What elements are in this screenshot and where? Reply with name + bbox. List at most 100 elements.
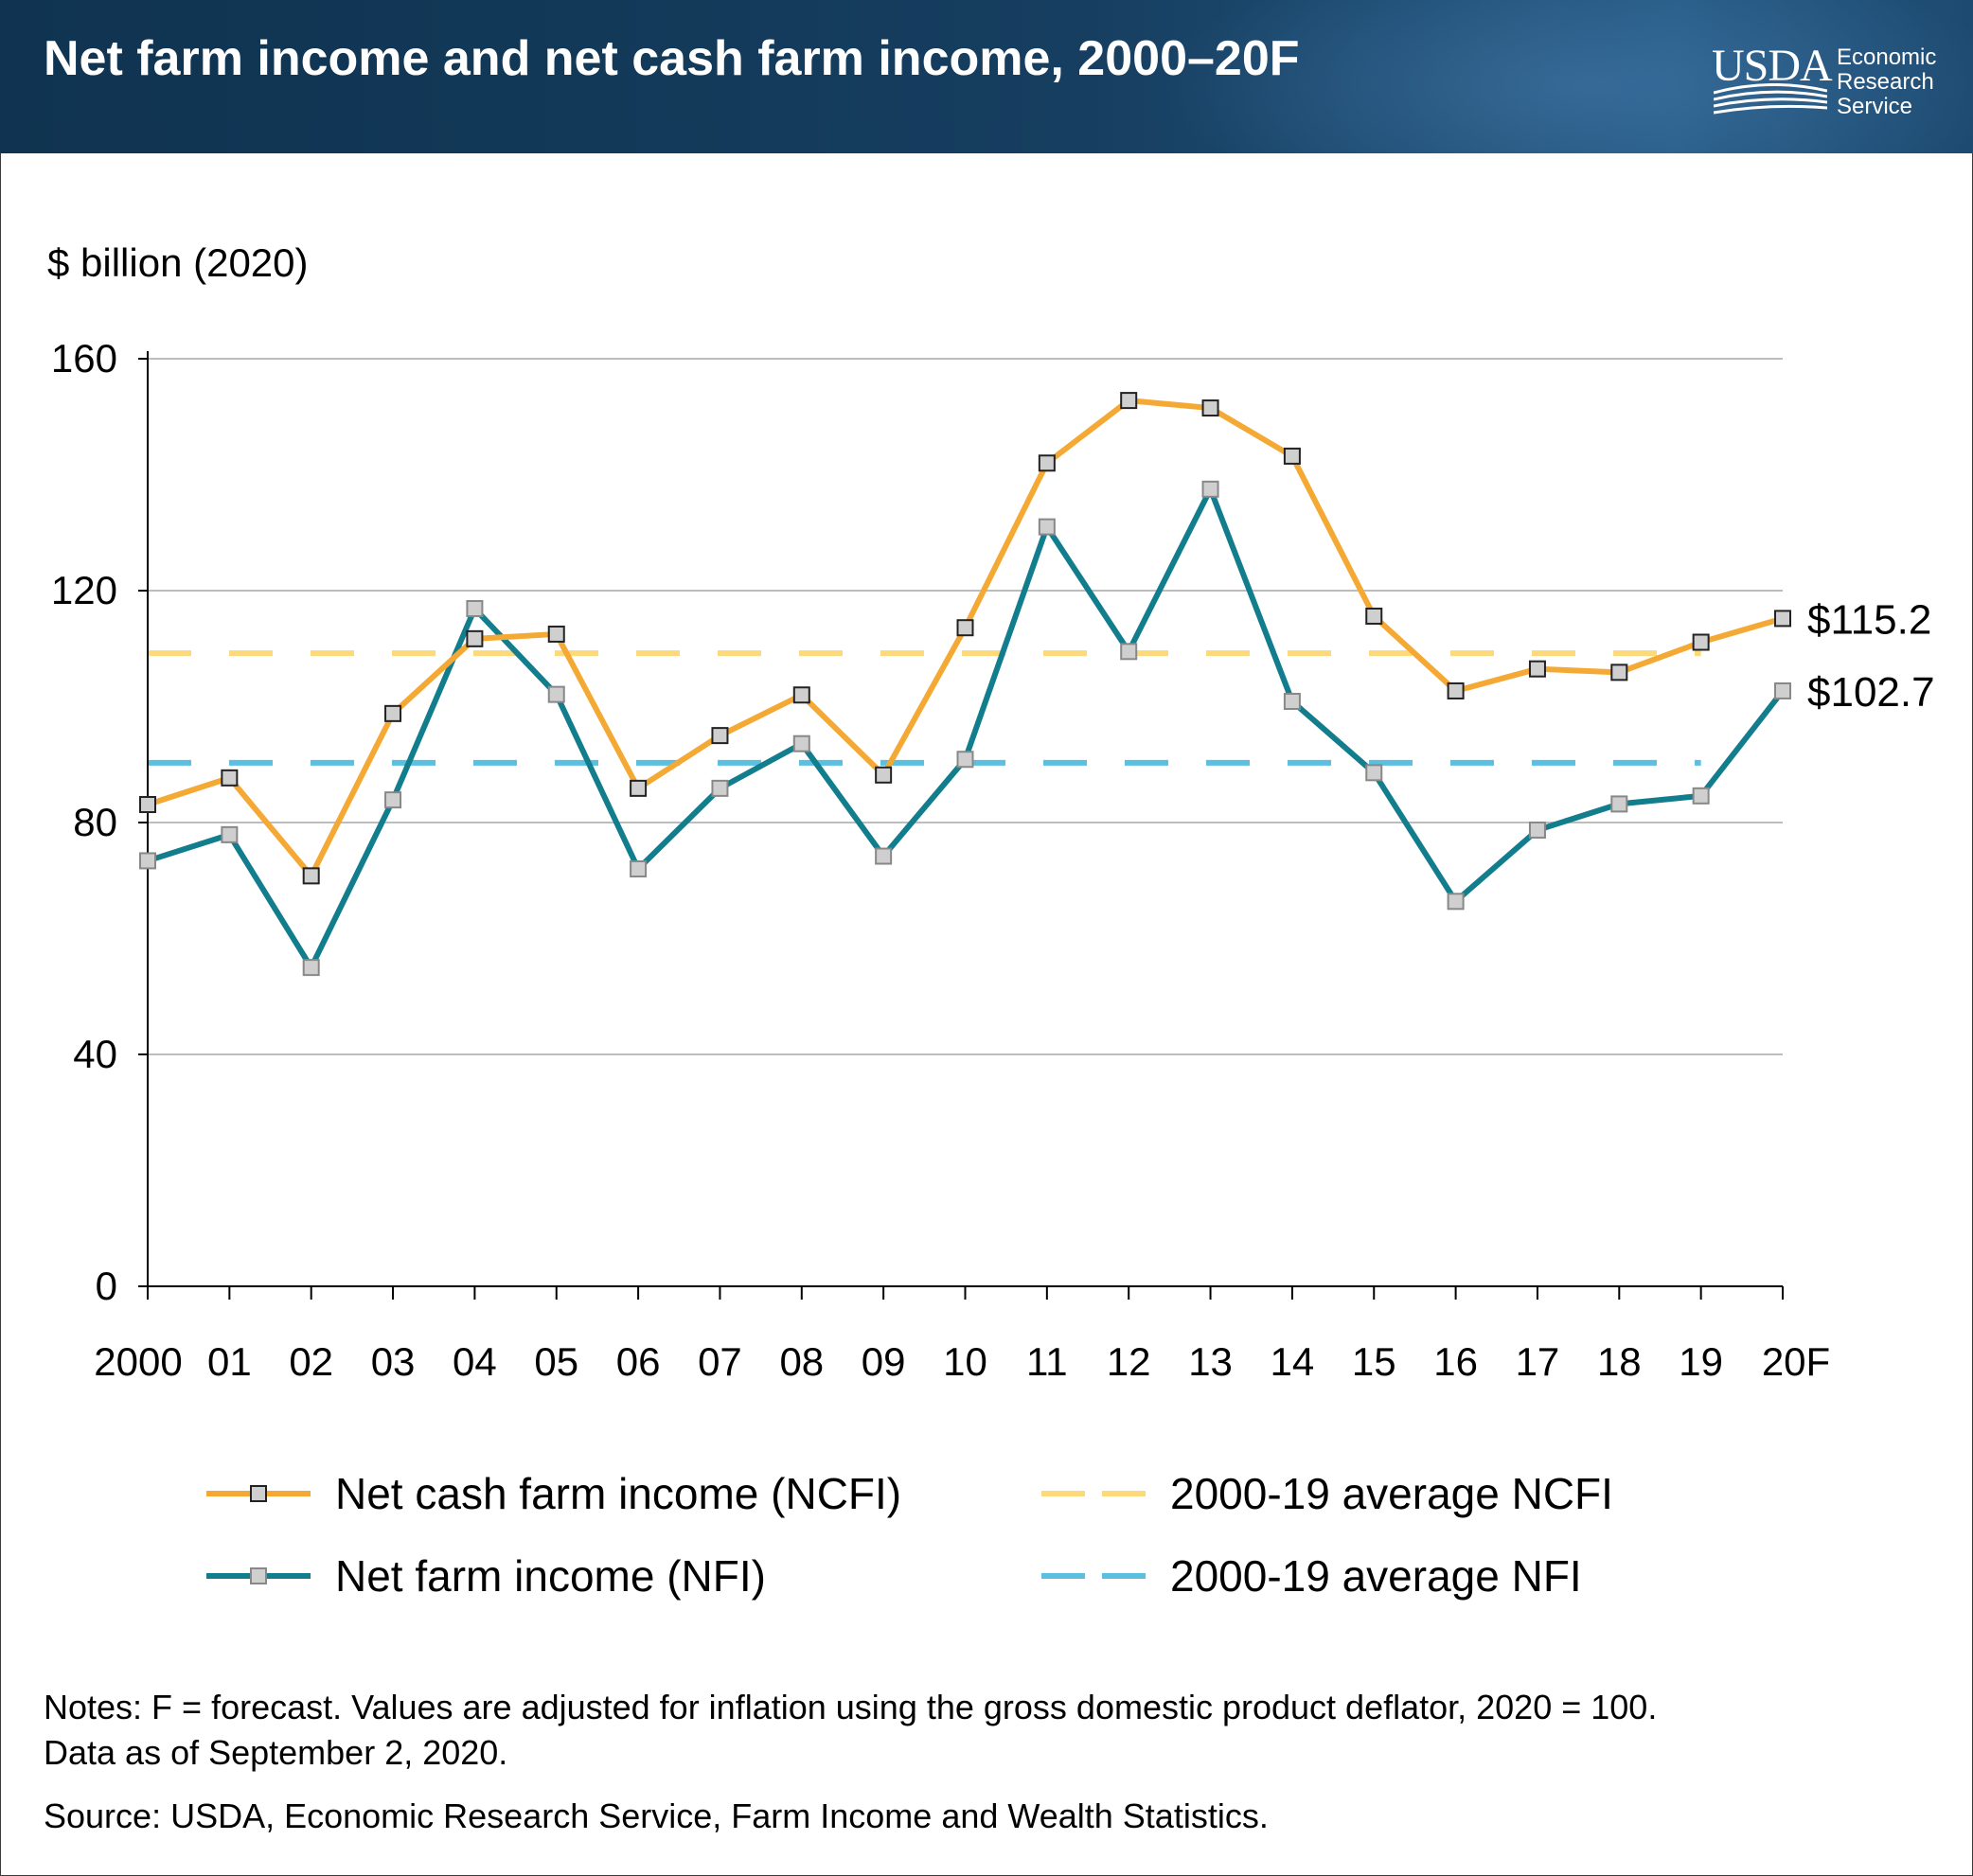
chart-source: Source: USDA, Economic Research Service,…	[44, 1796, 1269, 1835]
data-point-marker	[384, 704, 402, 722]
x-tick-label: 14	[1271, 1339, 1315, 1384]
data-point-marker	[1365, 764, 1383, 782]
data-point-marker	[1283, 447, 1301, 465]
data-point-marker	[711, 779, 729, 797]
banner-swoosh	[1159, 0, 1973, 153]
end-labels: $102.7 $115.2	[1807, 596, 1935, 716]
data-point-marker	[630, 860, 648, 877]
y-tick-label: 40	[73, 1032, 117, 1076]
legend-marker	[250, 1567, 267, 1584]
x-tick-label: 07	[698, 1339, 742, 1384]
data-point-marker	[384, 791, 402, 809]
data-point-marker	[1120, 392, 1138, 410]
legend-label: Net farm income (NFI)	[335, 1551, 766, 1601]
y-tick-label: 80	[73, 800, 117, 844]
legend-label: 2000-19 average NCFI	[1170, 1469, 1613, 1518]
series-lines	[147, 398, 1786, 971]
y-tick-label: 0	[96, 1264, 117, 1308]
data-point-marker	[875, 766, 893, 784]
y-axis-label: $ billion (2020)	[47, 240, 309, 285]
data-point-marker	[875, 847, 893, 865]
series-line	[147, 486, 1786, 971]
data-point-marker	[547, 685, 565, 703]
data-point-marker	[1447, 681, 1465, 699]
legend-marker	[250, 1485, 267, 1502]
data-point-marker	[302, 959, 320, 977]
usda-logo-mark: USDA	[1712, 41, 1833, 91]
x-tick-label: 18	[1597, 1339, 1642, 1384]
data-point-marker	[1201, 480, 1219, 498]
logo-text-line: Research	[1837, 69, 1934, 95]
data-point-marker	[792, 734, 810, 752]
data-point-marker	[1120, 643, 1138, 661]
data-point-marker	[466, 599, 484, 617]
x-tick-label: 04	[453, 1339, 497, 1384]
legend-label: 2000-19 average NFI	[1170, 1551, 1582, 1601]
x-tick-label: 08	[779, 1339, 824, 1384]
gridlines	[148, 358, 1783, 1055]
notes-line-2: Data as of September 2, 2020.	[44, 1733, 508, 1772]
data-point-marker	[711, 727, 729, 745]
data-point-marker	[1201, 399, 1219, 417]
data-point-marker	[1774, 610, 1791, 628]
y-tick-label: 160	[51, 336, 117, 381]
x-tick-label: 11	[1026, 1339, 1068, 1384]
data-point-marker	[139, 796, 156, 814]
series-markers	[139, 392, 1791, 977]
end-value-label: $115.2	[1807, 596, 1931, 643]
data-point-marker	[1774, 681, 1791, 699]
data-point-marker	[792, 686, 810, 704]
chart-title: Net farm income and net cash farm income…	[44, 31, 1300, 86]
data-point-marker	[956, 751, 974, 769]
data-point-marker	[139, 852, 156, 870]
chart-notes: Notes: F = forecast. Values are adjusted…	[44, 1685, 1657, 1776]
end-value-label: $102.7	[1807, 669, 1935, 716]
data-point-marker	[1610, 795, 1628, 813]
data-point-marker	[221, 769, 239, 787]
data-point-marker	[1692, 633, 1710, 651]
data-point-marker	[466, 629, 484, 647]
line-chart: $ billion (2020) 0 40 80 120 160 2000 01 02 03 04…	[47, 240, 1935, 1601]
x-tick-label: 02	[289, 1339, 333, 1384]
legend-label: Net cash farm income (NCFI)	[335, 1469, 901, 1518]
data-point-marker	[221, 825, 239, 843]
data-point-marker	[302, 867, 320, 885]
x-tick-label: 19	[1679, 1339, 1723, 1384]
x-tick-label: 13	[1188, 1339, 1233, 1384]
x-tick-label: 12	[1107, 1339, 1151, 1384]
data-point-marker	[547, 625, 565, 643]
x-tick-label: 20F	[1762, 1339, 1830, 1384]
data-point-marker	[956, 619, 974, 637]
usda-logo: USDA	[1704, 40, 1950, 125]
axes: 0 40 80 120 160 2000 01 02 03 04 05 06 07 08 09 10 11 12 1…	[51, 336, 1830, 1384]
data-point-marker	[1528, 660, 1546, 678]
x-tick-label: 05	[534, 1339, 578, 1384]
usda-logo-field-icon	[1714, 83, 1827, 115]
data-point-marker	[1365, 607, 1383, 625]
data-point-marker	[1610, 664, 1628, 681]
data-point-marker	[1038, 518, 1056, 536]
data-point-marker	[1038, 454, 1056, 472]
legend: Net cash farm income (NCFI) 2000-19 avera…	[206, 1469, 1613, 1601]
data-point-marker	[1528, 821, 1546, 839]
x-tick-label: 16	[1433, 1339, 1478, 1384]
x-tick-label: 03	[371, 1339, 416, 1384]
data-point-marker	[1447, 893, 1465, 911]
x-tick-label: 09	[862, 1339, 906, 1384]
logo-text-line: Service	[1837, 94, 1913, 119]
average-lines	[148, 650, 1701, 766]
data-point-marker	[1283, 692, 1301, 710]
x-tick-label: 01	[207, 1339, 252, 1384]
data-point-marker	[1692, 787, 1710, 805]
logo-text-line: Economic	[1837, 44, 1937, 70]
x-tick-label: 17	[1516, 1339, 1560, 1384]
x-tick-label: 2000	[94, 1339, 182, 1384]
data-point-marker	[630, 779, 648, 797]
title-banner: Net farm income and net cash farm income…	[0, 0, 1973, 153]
x-tick-label: 06	[616, 1339, 661, 1384]
notes-line-1: Notes: F = forecast. Values are adjusted…	[44, 1688, 1658, 1726]
x-tick-label: 10	[943, 1339, 987, 1384]
x-tick-label: 15	[1352, 1339, 1396, 1384]
y-tick-label: 120	[51, 568, 117, 612]
